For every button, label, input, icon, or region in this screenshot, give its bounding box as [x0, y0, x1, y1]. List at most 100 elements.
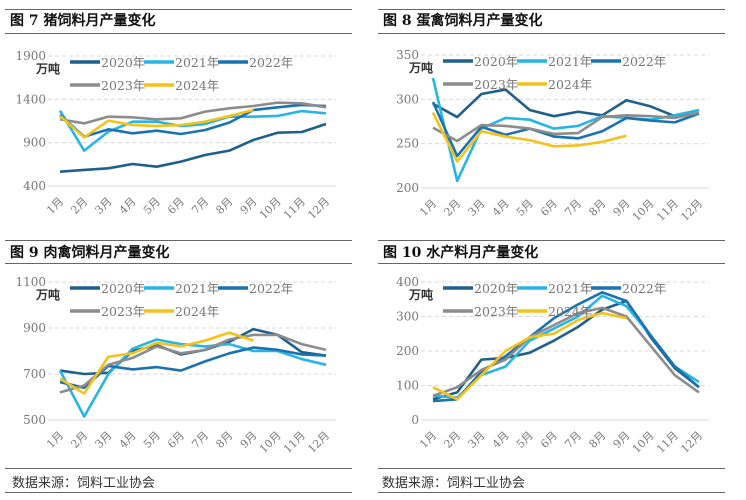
legend-label: 2020年 — [474, 281, 518, 296]
chart-title: 图 7 猪饲料月产量变化 — [10, 13, 156, 29]
y-tick-label: 0 — [411, 413, 419, 427]
x-tick-label: 5月 — [514, 197, 536, 219]
x-tick-label: 2月 — [68, 195, 90, 217]
x-tick-label: 10月 — [257, 429, 284, 456]
legend-label: 2022年 — [622, 281, 666, 296]
y-tick-label: 700 — [23, 367, 46, 381]
x-tick-label: 9月 — [238, 195, 260, 217]
chart-panel-aqua-feed: 图 10 水产料月产量变化 0 100 200 300 400 1月 2月 3月 4月 5月 6月 7… — [373, 238, 746, 488]
chart-panel-meat-feed: 图 9 肉禽饲料月产量变化 500 700 900 1100 1月 2月 3月 4月 5月 6月 7… — [0, 238, 373, 488]
x-tick-label: 1月 — [417, 197, 439, 219]
legend-label: 2021年 — [175, 281, 219, 296]
chart-title: 图 8 蛋禽饲料月产量变化 — [383, 13, 543, 29]
legend-label: 2021年 — [548, 54, 592, 69]
divider — [378, 9, 725, 10]
divider — [5, 468, 352, 469]
divider — [378, 33, 725, 34]
x-tick-label: 1月 — [44, 429, 66, 451]
series-line-2024 — [59, 108, 254, 139]
x-tick-label: 11月 — [281, 195, 308, 222]
y-tick-label: 500 — [23, 413, 46, 427]
chart-svg: 500 700 900 1100 1月 2月 3月 4月 5月 6月 7月 8月 9月10月11月12月… — [15, 275, 336, 456]
divider — [5, 9, 352, 10]
legend-label: 2023年 — [474, 304, 518, 319]
series-line-2023 — [59, 101, 327, 125]
x-tick-label: 11月 — [654, 429, 681, 456]
legend-label: 2022年 — [249, 55, 293, 70]
chart-title: 图 9 肉禽饲料月产量变化 — [10, 245, 170, 261]
series-line-2023 — [59, 333, 327, 394]
x-tick-label: 11月 — [281, 429, 308, 456]
divider — [378, 492, 725, 493]
series-line-2024 — [432, 311, 627, 401]
y-tick-label: 400 — [396, 275, 419, 289]
x-tick-label: 8月 — [213, 195, 235, 217]
chart-title: 图 10 水产料月产量变化 — [383, 245, 539, 261]
x-tick-label: 2月 — [68, 429, 90, 451]
x-tick-label: 7月 — [562, 197, 584, 219]
chart-svg: 400 900 1400 1900 1月 2月 3月 4月 5月 6月 7月 8月 9月10月11月12… — [15, 49, 336, 222]
x-tick-label: 11月 — [654, 197, 681, 224]
x-tick-label: 9月 — [611, 429, 633, 451]
source-note: 数据来源：饲料工业协会 — [382, 476, 526, 491]
x-tick-label: 3月 — [466, 197, 488, 219]
series-line-2023 — [432, 111, 700, 143]
divider — [378, 468, 725, 469]
legend-label: 2020年 — [474, 54, 518, 69]
x-tick-label: 6月 — [538, 197, 560, 219]
y-tick-label: 900 — [23, 136, 46, 150]
x-tick-label: 9月 — [238, 429, 260, 451]
series-line-2020 — [59, 122, 327, 173]
x-tick-label: 12月 — [305, 429, 332, 456]
x-tick-label: 10月 — [257, 195, 284, 222]
divider — [5, 240, 352, 241]
series-line-2024 — [59, 331, 254, 395]
chart-panel-egg-feed: 图 8 蛋禽饲料月产量变化 200 250 300 350 1月 2月 3月 4月 5月 6月 7月… — [373, 0, 746, 250]
y-tick-label: 350 — [396, 48, 419, 62]
source-note: 数据来源：饲料工业协会 — [12, 476, 156, 491]
y-tick-label: 1900 — [15, 49, 46, 63]
y-axis-unit: 万吨 — [408, 287, 433, 302]
series-line-2023 — [432, 306, 700, 398]
x-tick-label: 5月 — [514, 429, 536, 451]
legend-label: 2021年 — [548, 281, 592, 296]
y-tick-label: 900 — [23, 321, 46, 335]
x-tick-label: 5月 — [141, 195, 163, 217]
legend-label: 2020年 — [101, 281, 145, 296]
series-line-2024 — [431, 112, 627, 163]
y-tick-label: 200 — [396, 181, 419, 195]
x-tick-label: 8月 — [213, 429, 235, 451]
legend-label: 2021年 — [175, 55, 219, 70]
series-line-2022 — [432, 291, 700, 403]
series-line-2020 — [432, 88, 700, 119]
chart-svg: 0 100 200 300 400 1月 2月 3月 4月 5月 6月 7月 8月 9月10月11月12月… — [396, 275, 709, 456]
x-tick-label: 8月 — [586, 197, 608, 219]
x-tick-label: 7月 — [562, 429, 584, 451]
y-tick-label: 250 — [396, 137, 419, 151]
chart-panel-pig-feed: 图 7 猪饲料月产量变化 400 900 1400 1900 1月 2月 3月 4月 5月 6月 7… — [0, 0, 373, 250]
y-tick-label: 100 — [396, 379, 419, 393]
series-line-2022 — [59, 103, 327, 138]
y-axis-unit: 万吨 — [35, 61, 60, 76]
legend-label: 2023年 — [101, 78, 145, 93]
legend-label: 2023年 — [474, 77, 518, 92]
y-tick-label: 200 — [396, 344, 419, 358]
x-tick-label: 10月 — [630, 197, 657, 224]
x-tick-label: 12月 — [305, 195, 332, 222]
y-tick-label: 300 — [396, 92, 419, 106]
x-tick-label: 2月 — [441, 429, 463, 451]
y-tick-label: 1100 — [15, 275, 46, 289]
x-tick-label: 4月 — [117, 195, 139, 217]
x-tick-label: 3月 — [93, 195, 115, 217]
x-tick-label: 6月 — [165, 195, 187, 217]
x-tick-label: 2月 — [441, 197, 463, 219]
series-line-2021 — [58, 109, 327, 152]
divider — [378, 263, 725, 264]
x-tick-label: 3月 — [466, 429, 488, 451]
x-tick-label: 4月 — [490, 429, 512, 451]
y-tick-label: 1400 — [15, 92, 46, 106]
legend-label: 2022年 — [622, 54, 666, 69]
series-line-2021 — [58, 338, 327, 418]
legend-label: 2022年 — [249, 281, 293, 296]
